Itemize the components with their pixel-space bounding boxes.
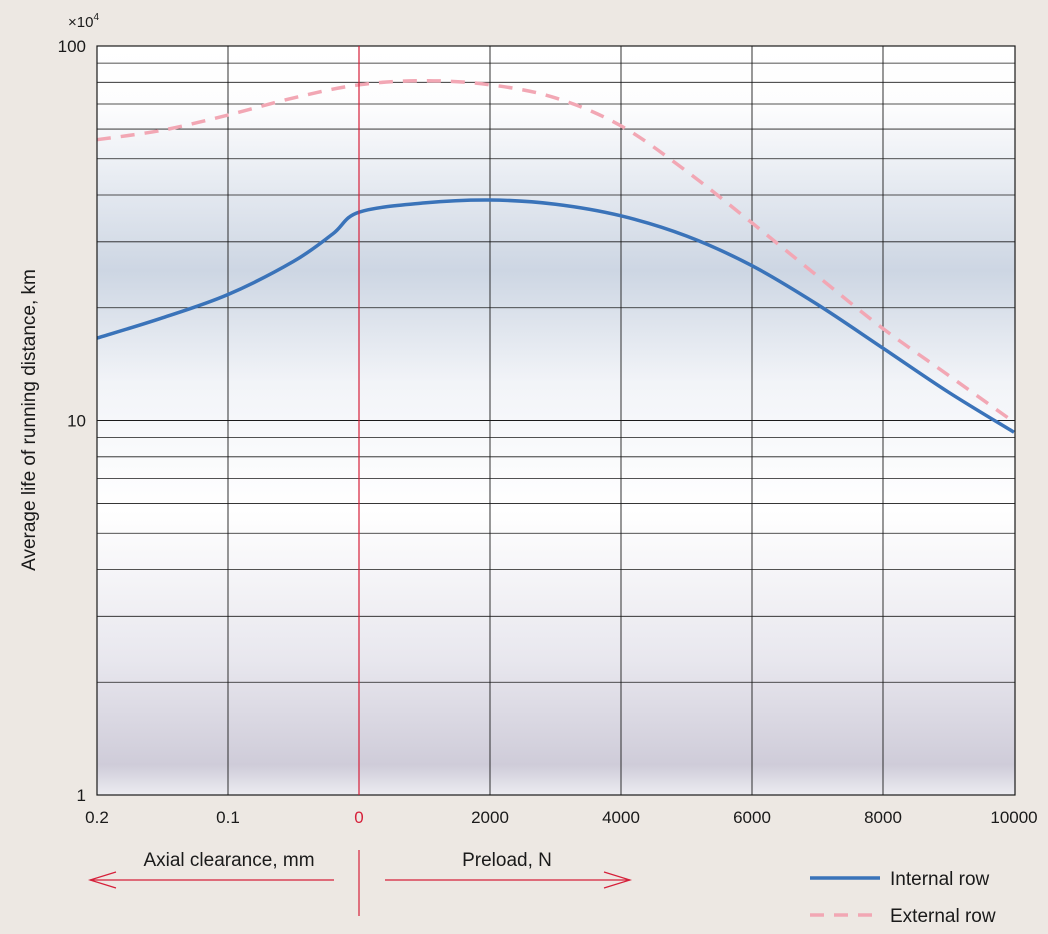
legend-label-external-row: External row — [890, 906, 996, 927]
x-tick-label: 0 — [354, 808, 363, 827]
x-tick-label: 2000 — [471, 808, 509, 827]
y-tick-label: 10 — [67, 412, 86, 431]
series-line-internal-row — [96, 198, 1015, 434]
y-tick-label: 1 — [77, 786, 86, 805]
preload-segment: Preload, N — [385, 850, 633, 889]
legend-item-internal-row: Internal row — [810, 869, 990, 890]
y-multiplier-label: ×104 — [68, 12, 99, 31]
x-tick-label: 0.1 — [216, 808, 240, 827]
series-layer — [96, 78, 1016, 434]
x-tick-label: 8000 — [864, 808, 902, 827]
preload-label: Preload, N — [462, 850, 552, 871]
x-tick-label: 10000 — [990, 808, 1037, 827]
axial-clearance-segment: Axial clearance, mm — [87, 850, 334, 889]
legend-item-external-row: External row — [810, 906, 996, 927]
plot-frame — [96, 45, 1016, 796]
grid — [97, 46, 1015, 795]
y-axis-label: Average life of running distance, km — [19, 269, 40, 571]
right-arrow-head-icon — [603, 871, 633, 889]
series-line-external-row — [96, 78, 1016, 424]
y-tick-label: 100 — [58, 37, 86, 56]
x-tick-label: 4000 — [602, 808, 640, 827]
x-tick-label: 0.2 — [85, 808, 109, 827]
legend-label-internal-row: Internal row — [890, 869, 990, 890]
axial-clearance-label: Axial clearance, mm — [143, 850, 314, 871]
x-tick-label: 6000 — [733, 808, 771, 827]
legend: Internal row External row — [810, 869, 996, 927]
y-tick-labels: 1 10 100 — [58, 37, 86, 805]
left-arrow-head-icon — [87, 871, 117, 889]
x-tick-labels: 0.2 0.1 0 2000 4000 6000 8000 10000 — [85, 808, 1037, 827]
